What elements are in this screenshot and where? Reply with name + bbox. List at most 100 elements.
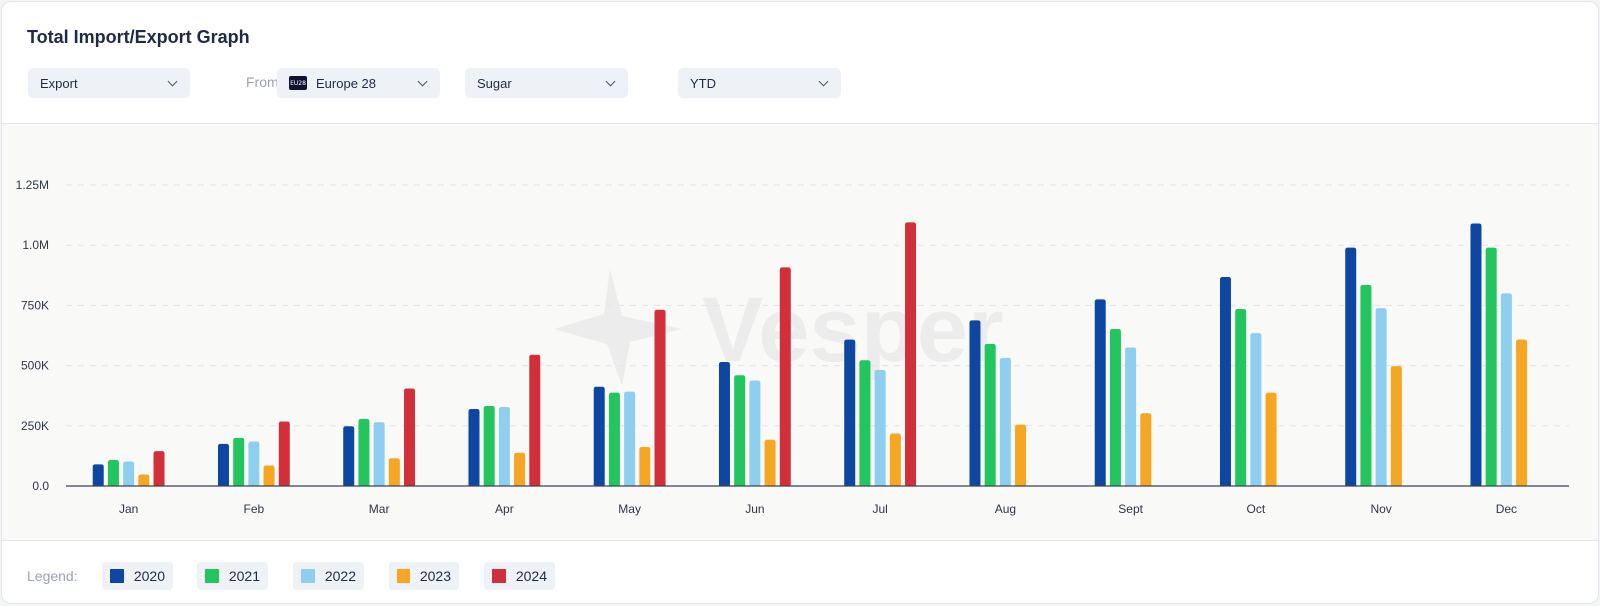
bar-dec-2022[interactable] — [1500, 293, 1512, 486]
period-select[interactable]: YTD — [678, 68, 841, 98]
bar-mar-2023[interactable] — [388, 458, 400, 486]
region-select[interactable]: EU28 Europe 28 — [277, 68, 440, 98]
bar-jan-2023[interactable] — [138, 474, 150, 486]
bar-apr-2022[interactable] — [498, 407, 510, 486]
bar-feb-2020[interactable] — [217, 443, 229, 486]
bar-mar-2024[interactable] — [404, 388, 416, 486]
bar-jan-2020[interactable] — [92, 464, 104, 486]
y-tick-label: 750K — [21, 298, 49, 312]
bar-sept-2020[interactable] — [1094, 299, 1106, 486]
legend-item-label: 2022 — [324, 568, 356, 584]
bar-oct-2021[interactable] — [1235, 309, 1247, 486]
eu-flag-icon: EU28 — [289, 76, 307, 90]
bar-jan-2024[interactable] — [153, 451, 165, 486]
bar-oct-2023[interactable] — [1265, 392, 1277, 486]
bar-feb-2021[interactable] — [233, 437, 245, 486]
bar-aug-2022[interactable] — [999, 357, 1011, 486]
bar-jul-2022[interactable] — [874, 369, 886, 486]
bar-apr-2021[interactable] — [483, 406, 495, 486]
bar-feb-2023[interactable] — [263, 465, 275, 486]
bar-mar-2022[interactable] — [373, 422, 385, 486]
bar-jun-2024[interactable] — [779, 267, 791, 486]
bar-sept-2023[interactable] — [1140, 413, 1152, 486]
legend-label: Legend: — [27, 568, 78, 584]
watermark: Vesper — [554, 269, 1004, 386]
bar-oct-2022[interactable] — [1250, 333, 1262, 486]
bar-may-2021[interactable] — [608, 392, 620, 486]
bar-nov-2023[interactable] — [1390, 366, 1402, 486]
bar-dec-2023[interactable] — [1516, 339, 1528, 486]
bar-dec-2021[interactable] — [1485, 247, 1497, 486]
legend-item-2024[interactable]: 2024 — [484, 562, 555, 590]
bars — [92, 222, 1528, 486]
bar-jul-2021[interactable] — [859, 360, 871, 486]
legend-swatch — [110, 569, 124, 583]
legend-item-label: 2024 — [515, 568, 547, 584]
legend-item-2021[interactable]: 2021 — [197, 562, 268, 590]
x-tick-label: Jul — [872, 502, 887, 516]
legend-item-2020[interactable]: 2020 — [102, 562, 173, 590]
x-tick-label: Mar — [369, 502, 390, 516]
legend-item-label: 2020 — [133, 568, 165, 584]
x-tick-label: Sept — [1118, 502, 1143, 516]
legend-swatch — [301, 569, 315, 583]
bar-aug-2021[interactable] — [984, 343, 996, 486]
bar-chart: Vesper 0.0 250K 500K 750K 1.0M 1.25M Jan Feb Ma… — [16, 178, 1569, 516]
bar-jul-2020[interactable] — [844, 339, 856, 486]
x-tick-label: May — [618, 502, 641, 516]
bar-mar-2020[interactable] — [343, 426, 355, 486]
bar-mar-2021[interactable] — [358, 419, 370, 486]
bar-jul-2023[interactable] — [889, 433, 901, 486]
bar-sept-2021[interactable] — [1109, 328, 1121, 486]
bar-may-2023[interactable] — [639, 446, 651, 486]
chevron-down-icon — [167, 76, 178, 87]
x-tick-label: Aug — [995, 502, 1016, 516]
legend-item-label: 2021 — [228, 568, 260, 584]
legend-item-2022[interactable]: 2022 — [293, 562, 364, 590]
gridlines — [66, 184, 1569, 427]
bar-aug-2020[interactable] — [969, 320, 981, 486]
legend: Legend: 2020 2021 2022 2023 2024 — [27, 562, 627, 590]
bar-jun-2020[interactable] — [718, 361, 730, 486]
chevron-down-icon — [417, 76, 428, 87]
bar-oct-2020[interactable] — [1219, 276, 1231, 486]
y-tick-label: 250K — [21, 419, 49, 433]
bar-apr-2020[interactable] — [468, 408, 480, 486]
bar-may-2022[interactable] — [624, 391, 636, 486]
chevron-down-icon — [605, 76, 616, 87]
bar-nov-2022[interactable] — [1375, 308, 1387, 486]
legend-swatch — [205, 569, 219, 583]
bar-apr-2023[interactable] — [514, 452, 526, 486]
bar-apr-2024[interactable] — [529, 354, 541, 486]
bar-feb-2024[interactable] — [278, 421, 290, 486]
product-select-value: Sugar — [477, 75, 512, 91]
bar-dec-2020[interactable] — [1470, 223, 1482, 486]
x-tick-label: Oct — [1247, 502, 1266, 516]
bar-nov-2020[interactable] — [1345, 247, 1357, 486]
bar-may-2024[interactable] — [654, 309, 666, 486]
bar-jun-2021[interactable] — [734, 375, 746, 486]
bar-jan-2022[interactable] — [123, 461, 135, 486]
x-tick-label: Apr — [495, 502, 514, 516]
direction-select[interactable]: Export — [28, 68, 190, 98]
bar-nov-2021[interactable] — [1360, 284, 1372, 486]
y-tick-label: 1.0M — [22, 238, 49, 252]
period-select-value: YTD — [690, 75, 716, 91]
y-tick-label: 0.0 — [32, 479, 49, 493]
bar-jan-2021[interactable] — [107, 459, 119, 486]
y-axis: 0.0 250K 500K 750K 1.0M 1.25M — [16, 178, 50, 493]
bar-jun-2023[interactable] — [764, 439, 776, 486]
bar-jul-2024[interactable] — [905, 222, 917, 486]
filter-bar: Export From: EU28 Europe 28 Sugar YTD — [28, 68, 928, 98]
bar-aug-2023[interactable] — [1015, 424, 1027, 486]
bar-sept-2022[interactable] — [1125, 347, 1137, 486]
from-label: From: — [246, 74, 283, 90]
chevron-down-icon — [818, 76, 829, 87]
bar-feb-2022[interactable] — [248, 441, 260, 486]
x-axis: Jan Feb Mar Apr May Jun Jul Aug Sept Oct Nov Dec — [66, 485, 1569, 516]
product-select[interactable]: Sugar — [465, 68, 628, 98]
bar-may-2020[interactable] — [593, 386, 605, 486]
y-tick-label: 1.25M — [16, 178, 49, 192]
legend-item-2023[interactable]: 2023 — [389, 562, 459, 590]
bar-jun-2022[interactable] — [749, 380, 761, 486]
